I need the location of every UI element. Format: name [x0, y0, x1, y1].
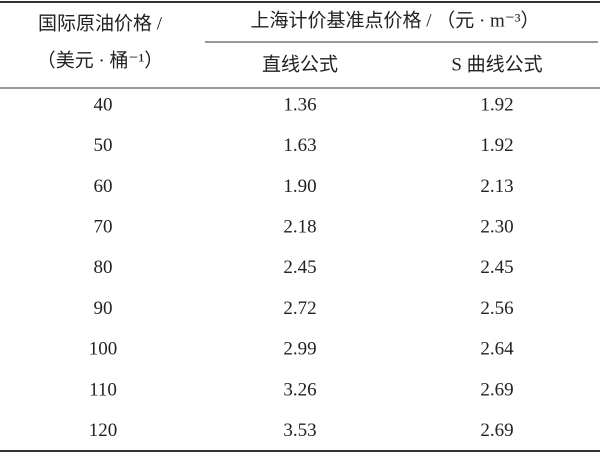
table-cell: 2.69 [480, 379, 513, 400]
table-cell: 2.99 [283, 339, 316, 360]
table-cell: 80 [94, 257, 113, 278]
table-cell: 2.72 [283, 298, 316, 319]
table-cell: 1.63 [283, 135, 316, 156]
table-cell: 1.92 [480, 94, 513, 115]
group-header: 上海计价基准点价格 / （元 · m⁻³） [250, 9, 539, 31]
table-cell: 2.45 [283, 257, 316, 278]
table-cell: 120 [89, 420, 118, 441]
table-cell: 50 [94, 135, 113, 156]
header-cell: 国际原油价格 / [38, 12, 163, 34]
table-cell: 2.30 [480, 216, 513, 237]
table-cell: 2.45 [480, 257, 513, 278]
table-cell: 70 [94, 216, 113, 237]
table-cell: 2.13 [480, 176, 513, 197]
header-cell: 直线公式 [262, 53, 338, 75]
header-cell: S 曲线公式 [451, 53, 542, 75]
table-cell: 2.69 [480, 420, 513, 441]
header-cell: （美元 · 桶⁻¹） [37, 49, 164, 71]
table-cell: 3.26 [283, 379, 316, 400]
table-cell: 1.36 [283, 94, 316, 115]
table-cell: 1.92 [480, 135, 513, 156]
table-cell: 2.56 [480, 298, 513, 319]
table-cell: 2.18 [283, 216, 316, 237]
table-cell: 60 [94, 176, 113, 197]
table-cell: 2.64 [480, 339, 514, 360]
table-cell: 100 [89, 339, 118, 360]
table-cell: 110 [89, 379, 117, 400]
table-cell: 40 [94, 94, 113, 115]
table-cell: 3.53 [283, 420, 316, 441]
table-cell: 90 [94, 298, 113, 319]
table-cell: 1.90 [283, 176, 316, 197]
